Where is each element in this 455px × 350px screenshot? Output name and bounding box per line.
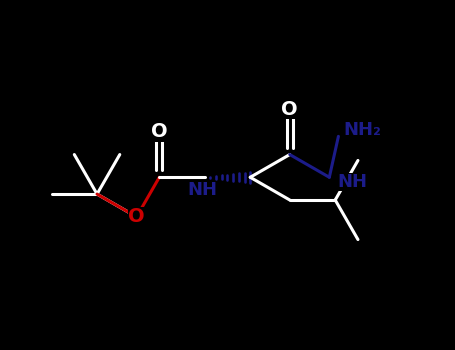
Text: NH₂: NH₂	[343, 120, 381, 139]
Text: O: O	[128, 207, 145, 226]
Text: O: O	[151, 122, 167, 141]
Text: NH: NH	[187, 181, 217, 199]
Text: NH: NH	[338, 173, 368, 191]
Text: O: O	[282, 100, 298, 119]
